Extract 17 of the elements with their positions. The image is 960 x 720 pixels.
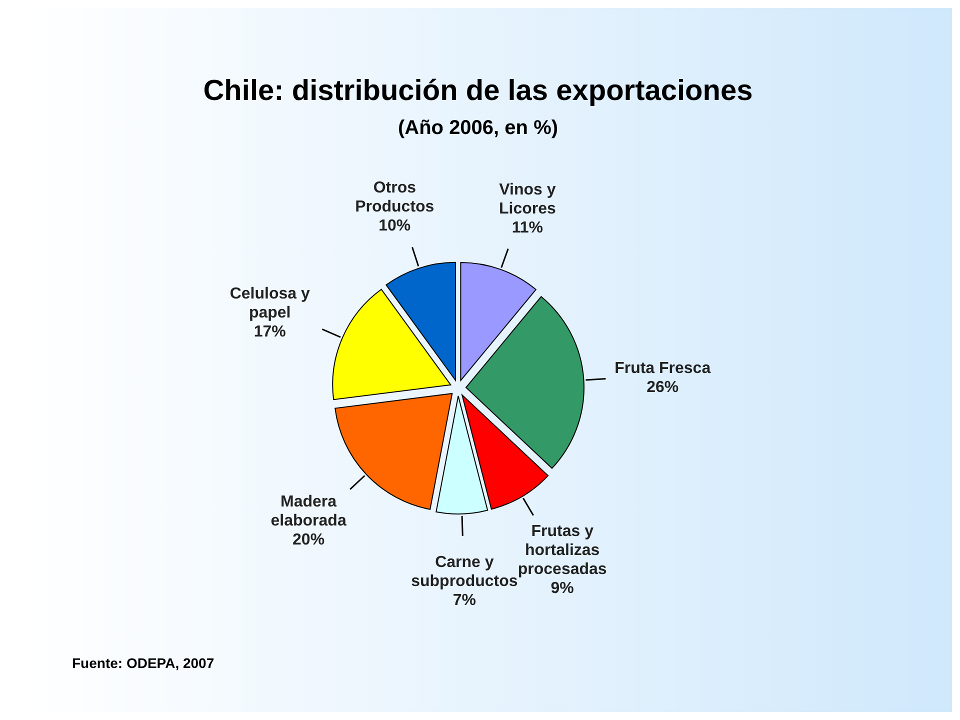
source-note: Fuente: ODEPA, 2007 — [72, 655, 214, 671]
slice-label: Otros Productos — [355, 179, 434, 216]
chart-subtitle: (Año 2006, en %) — [398, 117, 558, 139]
slice-label: Vinos y Licores — [498, 181, 556, 218]
slice-label: Carne y subproductos — [411, 554, 518, 590]
data-label: 7% — [452, 592, 476, 609]
slice-label: Frutas y hortalizas procesadas — [518, 522, 607, 578]
chart-title: Chile: distribución de las exportaciones — [203, 75, 753, 107]
data-label: 9% — [550, 580, 574, 597]
slice-label: Madera elaborada — [270, 493, 346, 530]
slice-label: Celulosa y papel — [230, 286, 310, 322]
slice-label: Fruta Fresca — [614, 360, 711, 377]
data-label: 20% — [292, 531, 325, 548]
data-label: 11% — [512, 219, 544, 236]
data-label: 10% — [378, 217, 411, 234]
data-label: 17% — [254, 324, 286, 341]
data-label: 26% — [646, 378, 679, 396]
